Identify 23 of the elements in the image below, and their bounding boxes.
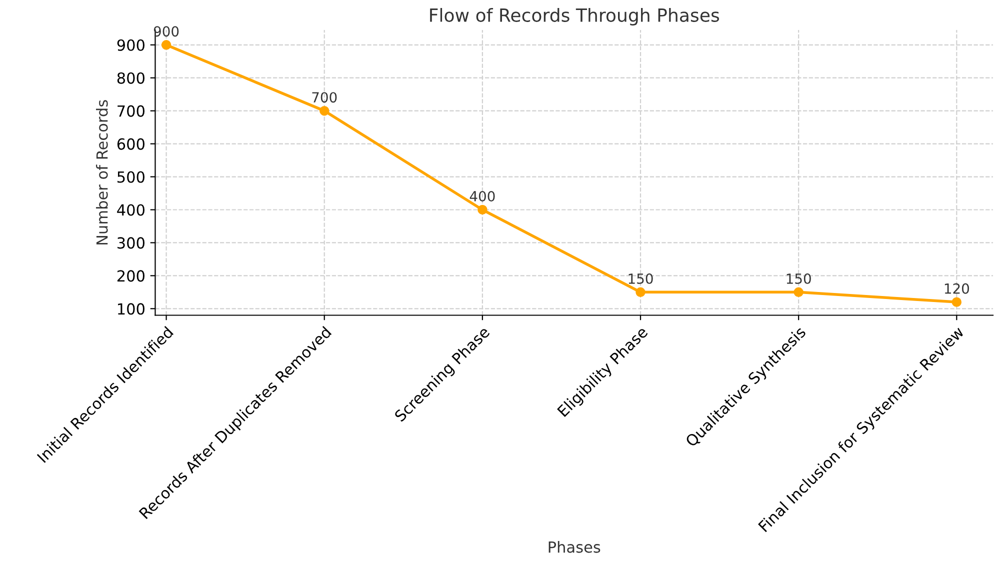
point (636, 287, 646, 298)
y-tick-label: 600 (117, 138, 144, 150)
y-tick-label: 100 (118, 303, 144, 315)
data-label: 120 (944, 283, 969, 294)
data-label: 700 (312, 92, 337, 103)
x-axis-title: Phases (548, 541, 600, 553)
data-label: 400 (470, 190, 495, 202)
y-tick-label: 700 (118, 105, 144, 117)
data-label: 150 (628, 273, 653, 284)
point (478, 204, 488, 215)
y-tick-label: 500 (118, 171, 144, 183)
y-tick-label: 300 (118, 237, 144, 249)
y-tick-label: 800 (117, 72, 144, 84)
point (161, 40, 172, 50)
point (319, 106, 330, 116)
y-tick-label: 400 (117, 204, 144, 216)
chart-title: Flow of Records Through Phases (430, 8, 720, 26)
y-tick-label: 900 (117, 39, 144, 51)
data-label: 150 (786, 273, 811, 284)
y-tick-label: 200 (117, 270, 144, 282)
point (952, 297, 962, 307)
point (794, 287, 804, 298)
y-axis-title: Number of Records (96, 100, 108, 244)
